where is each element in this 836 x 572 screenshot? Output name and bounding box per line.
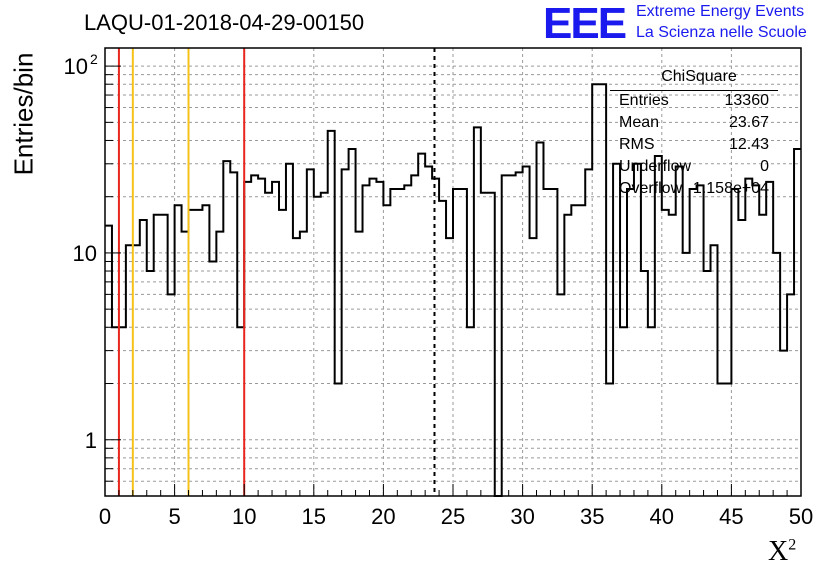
x-tick-label: 25 [441, 504, 465, 529]
x-tick-label: 0 [99, 504, 111, 529]
stats-row-entries: Entries 13360 [610, 90, 778, 112]
stats-row-overflow: Overflow 1.158e+04 [610, 178, 778, 200]
histogram-series [105, 83, 801, 497]
y-tick-label: 10 [64, 54, 88, 79]
stats-name: ChiSquare [661, 68, 737, 85]
stats-label: Overflow [619, 180, 683, 197]
y-axis-label-box: Entries/bin [4, 44, 44, 184]
stats-box: ChiSquare Entries 13360 Mean 23.67 RMS 1… [610, 68, 778, 200]
stats-label: Entries [619, 92, 669, 109]
stats-row-underflow: Underflow 0 [610, 156, 778, 178]
x-tick-label: 35 [580, 504, 604, 529]
stats-divider [610, 90, 778, 91]
x-tick-label: 50 [789, 504, 813, 529]
y-axis-label: Entries/bin [8, 52, 39, 176]
stats-value: 1.158e+04 [692, 180, 769, 197]
x-tick-label: 15 [302, 504, 326, 529]
stats-value: 13360 [724, 92, 770, 109]
stats-label: RMS [619, 136, 655, 153]
x-axis-label: X2 [768, 536, 796, 568]
y-tick-label-exponent: 2 [90, 51, 98, 67]
x-tick-label: 5 [168, 504, 180, 529]
stats-value: 0 [760, 158, 769, 175]
stats-row-rms: RMS 12.43 [610, 134, 778, 156]
y-tick-label: 10 [73, 241, 97, 266]
x-tick-label: 40 [650, 504, 674, 529]
stats-value: 23.67 [728, 114, 769, 131]
x-tick-label: 20 [371, 504, 395, 529]
x-tick-label: 30 [510, 504, 534, 529]
eee-logo-line2: La Scienza nelle Scuole [636, 24, 807, 41]
y-tick-label: 1 [85, 428, 97, 453]
eee-logo-line1: Extreme Energy Events [636, 3, 805, 20]
x-tick-label: 10 [232, 504, 256, 529]
stats-label: Mean [619, 114, 660, 131]
stats-value: 12.43 [728, 136, 769, 153]
eee-logo-mark: EEE [543, 0, 627, 48]
x-axis-label-base: X [768, 536, 789, 567]
x-axis-label-superscript: 2 [788, 536, 797, 554]
stats-label: Underflow [619, 158, 692, 175]
chart-title: LAQU-01-2018-04-29-00150 [84, 10, 365, 35]
stats-row-mean: Mean 23.67 [610, 112, 778, 134]
x-tick-label: 45 [719, 504, 743, 529]
